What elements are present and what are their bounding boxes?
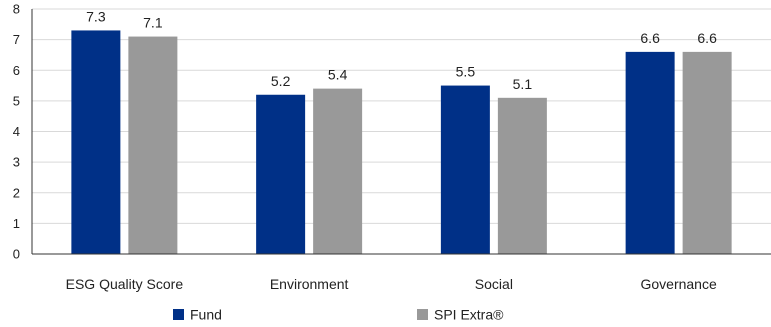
bar <box>313 88 363 254</box>
data-label: 5.1 <box>513 76 533 92</box>
legend-label: SPI Extra® <box>434 307 504 323</box>
x-category-label: Environment <box>270 276 349 292</box>
y-tick-label: 0 <box>13 247 20 262</box>
bar <box>256 94 306 254</box>
y-tick-label: 3 <box>13 155 20 170</box>
bar <box>128 36 178 254</box>
data-label: 5.4 <box>328 67 348 83</box>
legend: Fund SPI Extra® <box>173 307 504 323</box>
x-category-label: ESG Quality Score <box>66 276 184 292</box>
bar <box>625 51 675 254</box>
data-label: 7.1 <box>143 15 163 31</box>
y-tick-label: 6 <box>13 63 20 78</box>
data-labels: 7.3 7.1 5.2 5.4 5.5 5.1 6.6 6.6 <box>86 8 717 91</box>
data-label: 5.2 <box>271 73 291 89</box>
y-tick-label: 8 <box>13 2 20 17</box>
bar <box>497 97 547 254</box>
y-tick-label: 1 <box>13 216 20 231</box>
bars <box>71 30 732 254</box>
y-tick-label: 5 <box>13 93 20 108</box>
y-tick-label: 2 <box>13 185 20 200</box>
data-label: 6.6 <box>640 30 660 46</box>
x-category-label: Social <box>475 276 513 292</box>
legend-swatch <box>173 309 184 320</box>
y-tick-label: 4 <box>13 124 20 139</box>
axes <box>31 9 771 255</box>
x-axis-categories: ESG Quality Score Environment Social Govern… <box>66 276 717 292</box>
bar <box>440 85 490 254</box>
data-label: 5.5 <box>456 64 476 80</box>
data-label: 6.6 <box>697 30 717 46</box>
legend-swatch <box>417 309 428 320</box>
y-tick-label: 7 <box>13 32 20 47</box>
bar <box>682 51 732 254</box>
bar <box>71 30 121 254</box>
legend-label: Fund <box>190 307 222 323</box>
data-label: 7.3 <box>86 8 106 24</box>
x-category-label: Governance <box>640 276 716 292</box>
y-axis-ticks: 0 1 2 3 4 5 6 7 8 <box>13 2 20 262</box>
